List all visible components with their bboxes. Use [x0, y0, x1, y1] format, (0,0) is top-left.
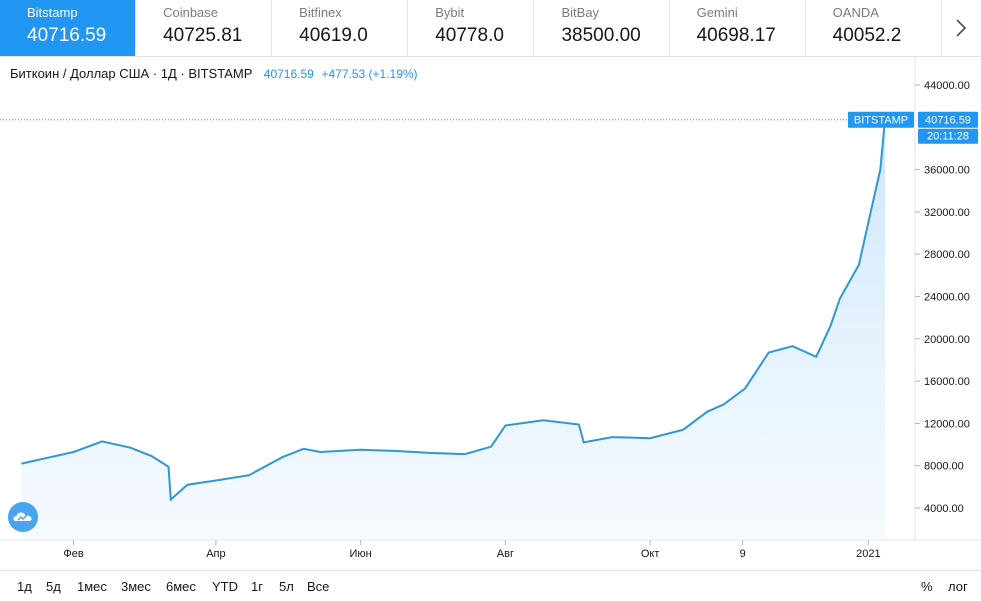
- tab-price: 40052.2: [832, 25, 902, 46]
- tab-name: BitBay: [561, 5, 600, 20]
- tab-price: 40716.59: [27, 25, 107, 46]
- bar-countdown-badge: 20:11:28: [918, 128, 978, 144]
- tab-name: Bitfinex: [299, 5, 342, 20]
- x-tick-label: Июн: [350, 548, 372, 560]
- tab-bitfinex[interactable]: Bitfinex 40619.0: [272, 0, 409, 56]
- svg-text:BITSTAMP: BITSTAMP: [854, 115, 908, 127]
- range-3m-button[interactable]: 3мес: [121, 579, 151, 594]
- svg-text:20:11:28: 20:11:28: [927, 131, 969, 143]
- tab-price: 40778.0: [435, 25, 504, 46]
- tab-coinbase[interactable]: Coinbase 40725.81: [136, 0, 273, 56]
- svg-text:40716.59: 40716.59: [925, 115, 971, 127]
- y-tick-label: 32000.00: [924, 207, 970, 219]
- chart-legend: Биткоин / Доллар США · 1Д · BITSTAMP 407…: [10, 66, 418, 81]
- y-tick-label: 44000.00: [924, 80, 970, 92]
- tab-oanda[interactable]: OANDA 40052.2: [805, 0, 942, 56]
- tab-gemini[interactable]: Gemini 40698.17: [669, 0, 806, 56]
- log-scale-toggle[interactable]: лог: [948, 579, 968, 594]
- tab-name: Gemini: [696, 5, 738, 20]
- range-all-button[interactable]: Все: [307, 579, 330, 594]
- range-1y-button[interactable]: 1г: [251, 579, 263, 594]
- tab-bybit[interactable]: Bybit 40778.0: [408, 0, 535, 56]
- range-5d-button[interactable]: 5д: [46, 579, 61, 594]
- y-tick-label: 4000.00: [924, 503, 964, 515]
- y-tick-label: 24000.00: [924, 292, 970, 304]
- tabs-next-button[interactable]: [942, 0, 981, 56]
- tab-price: 40619.0: [299, 25, 368, 46]
- y-tick-label: 28000.00: [924, 249, 970, 261]
- tab-price: 40698.17: [696, 25, 776, 46]
- tab-name: Coinbase: [163, 5, 219, 20]
- tab-price: 40725.81: [163, 25, 243, 46]
- range-1m-button[interactable]: 1мес: [77, 579, 107, 594]
- range-5y-button[interactable]: 5л: [279, 579, 294, 594]
- range-ytd-button[interactable]: YTD: [212, 579, 238, 594]
- tab-price: 38500.00: [561, 25, 641, 46]
- price-change: +477.53 (+1.19%): [321, 67, 418, 81]
- tab-name: Bybit: [435, 5, 465, 20]
- tradingview-logo-icon[interactable]: [8, 502, 38, 532]
- range-1d-button[interactable]: 1д: [17, 579, 32, 594]
- tab-name: Bitstamp: [27, 5, 78, 20]
- x-tick-label: Авг: [497, 548, 514, 560]
- symbol-description: Биткоин / Доллар США · 1Д · BITSTAMP: [10, 66, 253, 81]
- cloud-icon: [13, 512, 32, 521]
- bottom-toolbar: 1д 5д 1мес 3мес 6мес YTD 1г 5л Все % лог: [0, 570, 981, 601]
- y-tick-label: 16000.00: [924, 376, 970, 388]
- x-tick-label: Апр: [206, 548, 225, 560]
- price-line: [21, 119, 886, 502]
- x-tick-label: Окт: [641, 548, 660, 560]
- current-price-badge: 40716.59: [918, 111, 978, 128]
- tab-bitbay[interactable]: BitBay 38500.00: [534, 0, 670, 56]
- y-tick-label: 8000.00: [924, 461, 964, 473]
- tab-bitstamp[interactable]: Bitstamp 40716.59: [0, 0, 137, 56]
- y-tick-label: 36000.00: [924, 165, 970, 177]
- x-tick-label: 2021: [856, 548, 880, 560]
- price-area: [21, 119, 885, 540]
- y-tick-label: 20000.00: [924, 334, 970, 346]
- last-price: 40716.59: [263, 67, 314, 81]
- price-chart[interactable]: 44000.00 36000.00 32000.00 28000.00 24000.00…: [0, 56, 981, 570]
- percent-scale-toggle[interactable]: %: [921, 579, 933, 594]
- exchange-badge: BITSTAMP: [848, 111, 914, 128]
- range-6m-button[interactable]: 6мес: [166, 579, 196, 594]
- x-tick-label: Фев: [63, 548, 83, 560]
- exchange-tabs: Bitstamp 40716.59 Coinbase 40725.81 Bitf…: [0, 0, 981, 57]
- chevron-right-icon: [956, 19, 967, 37]
- tab-name: OANDA: [832, 5, 879, 20]
- x-tick-label: 9: [740, 548, 746, 560]
- y-tick-label: 12000.00: [924, 418, 970, 430]
